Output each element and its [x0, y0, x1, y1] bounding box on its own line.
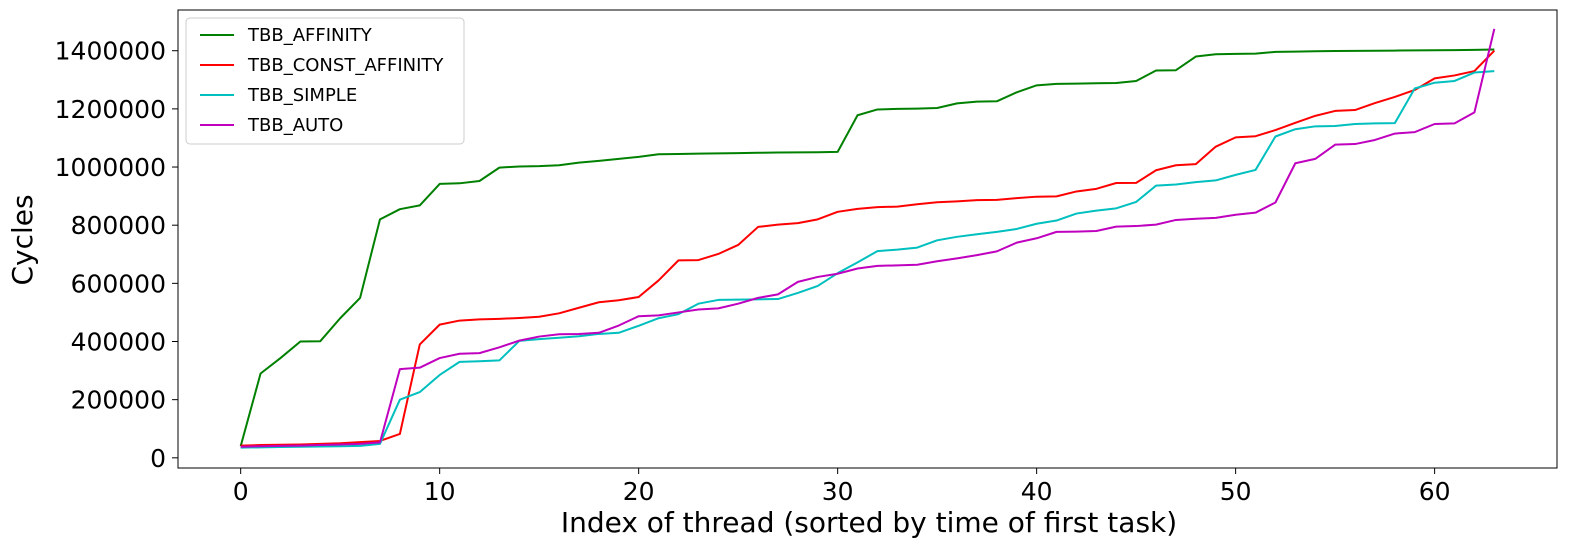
legend-label: TBB_CONST_AFFINITY [247, 55, 444, 76]
y-tick-label: 400000 [71, 328, 166, 357]
x-tick-label: 10 [424, 477, 456, 506]
y-tick-label: 800000 [71, 211, 166, 240]
legend: TBB_AFFINITY TBB_CONST_AFFINITY TBB_SIMPLE… [185, 17, 465, 145]
y-tick-label: 1400000 [55, 37, 166, 66]
legend-label: TBB_AUTO [247, 115, 343, 136]
x-tick-label: 40 [1021, 477, 1053, 506]
legend-box [185, 17, 465, 145]
y-tick-label: 0 [150, 444, 166, 473]
series-line-tbb-const-affinity [240, 50, 1496, 447]
x-tick-label: 60 [1419, 477, 1451, 506]
legend-label: TBB_AFFINITY [247, 25, 373, 46]
x-tick-label: 0 [233, 477, 249, 506]
plot-frame [177, 9, 1558, 469]
x-tick-label: 50 [1220, 477, 1252, 506]
x-tick-label: 30 [822, 477, 854, 506]
x-tick-label: 20 [623, 477, 655, 506]
series-line-tbb-affinity [239, 48, 1495, 447]
x-axis-title: Index of thread (sorted by time of first… [561, 506, 1177, 539]
series-line-tbb-auto [240, 28, 1496, 448]
y-tick-label: 600000 [71, 269, 166, 298]
series-line-tbb-simple [240, 70, 1495, 449]
plot-area: 0 10 20 30 40 50 60 0 200000 400000 600000 800000 10… [55, 9, 1558, 506]
y-tick-label: 1200000 [55, 95, 166, 124]
y-tick-label: 200000 [71, 386, 166, 415]
y-axis-title: Cycles [6, 194, 39, 285]
legend-label: TBB_SIMPLE [247, 85, 357, 106]
y-tick-label: 1000000 [55, 153, 166, 182]
